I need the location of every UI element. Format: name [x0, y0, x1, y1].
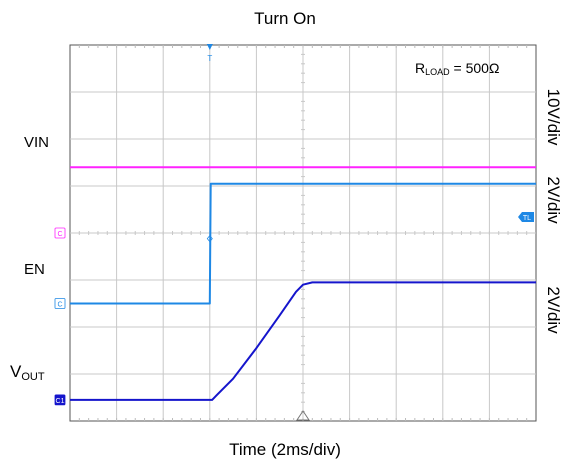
trigger-level-marker	[518, 212, 534, 222]
trigger-marker-label: T	[207, 54, 212, 63]
vout-channel-marker-text: C1	[56, 398, 65, 405]
en-channel-marker-text: C	[57, 302, 62, 309]
vin-channel-marker-box	[54, 227, 66, 239]
vin-scale-label: 10V/div	[544, 88, 563, 146]
trigger-point-icon	[206, 234, 213, 243]
trigger-level-text: TL	[523, 215, 531, 222]
x-axis-label: Time (2ms/div)	[229, 440, 341, 459]
chart-title: Turn On	[254, 9, 316, 28]
vout-scale-label: 2V/div	[544, 286, 563, 334]
horizontal-position-icon	[296, 410, 310, 421]
vout-trace	[70, 281, 536, 401]
en-channel-marker-box	[54, 298, 66, 309]
load-annotation: RLOAD = 500Ω	[415, 60, 500, 77]
vout-label: VOUT	[10, 362, 45, 383]
en-label: EN	[24, 261, 45, 278]
vin-channel-marker-text: C	[57, 231, 62, 238]
en-trace	[70, 182, 536, 305]
en-scale-label: 2V/div	[544, 176, 563, 224]
vout-channel-marker-box	[54, 394, 66, 406]
trigger-arrow	[206, 44, 213, 50]
vin-label: VIN	[24, 134, 50, 151]
